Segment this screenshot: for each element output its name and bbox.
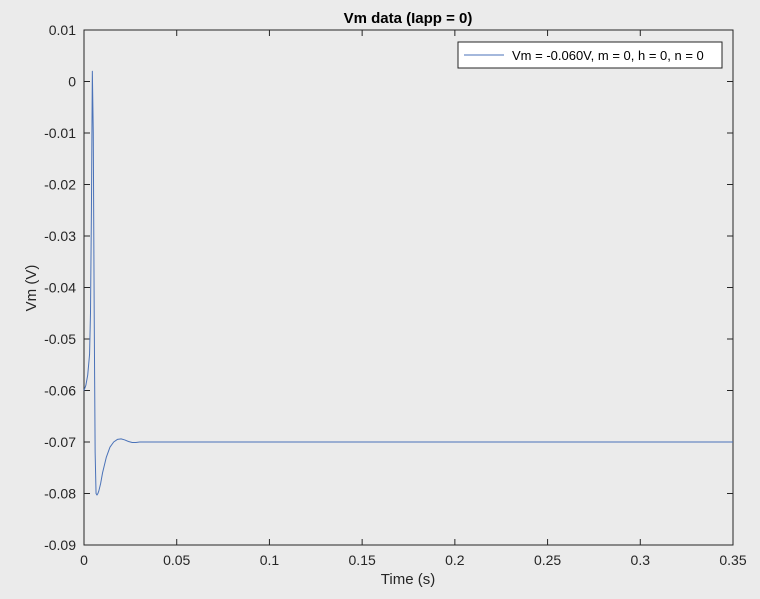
x-tick-label: 0.25	[534, 552, 561, 568]
x-tick-labels: 0 0.05 0.1 0.15 0.2 0.25 0.3 0.35	[80, 552, 747, 568]
x-tick-label: 0.1	[260, 552, 280, 568]
x-axis-label: Time (s)	[381, 571, 435, 588]
chart-title: Vm data (Iapp = 0)	[344, 10, 473, 27]
y-tick-label: 0.01	[49, 22, 76, 38]
series-line-vm	[83, 70, 733, 496]
x-tick-label: 0.2	[445, 552, 465, 568]
x-tick-label: 0.35	[719, 552, 746, 568]
legend-entry: Vm = -0.060V, m = 0, h = 0, n = 0	[512, 48, 704, 63]
legend: Vm = -0.060V, m = 0, h = 0, n = 0	[457, 41, 723, 69]
x-tick-label: 0.05	[163, 552, 190, 568]
x-tick-label: 0.3	[631, 552, 651, 568]
y-tick-label: -0.05	[44, 331, 76, 347]
y-tick-label: -0.01	[44, 125, 76, 141]
x-tick-label: 0	[80, 552, 88, 568]
y-tick-label: -0.08	[44, 486, 76, 502]
y-axis-label: Vm (V)	[23, 265, 40, 312]
x-tick-label: 0.15	[349, 552, 376, 568]
y-tick-label: 0	[68, 74, 76, 90]
plot-area	[83, 29, 734, 546]
series-layer	[83, 70, 733, 496]
y-tick-label: -0.04	[44, 280, 76, 296]
y-tick-label: -0.02	[44, 177, 76, 193]
y-tick-labels: -0.09 -0.08 -0.07 -0.06 -0.05 -0.04 -0.03 -0.02…	[44, 22, 76, 553]
y-tick-label: -0.03	[44, 228, 76, 244]
y-tick-label: -0.09	[44, 537, 76, 553]
y-tick-label: -0.06	[44, 383, 76, 399]
y-tick-label: -0.07	[44, 434, 76, 450]
